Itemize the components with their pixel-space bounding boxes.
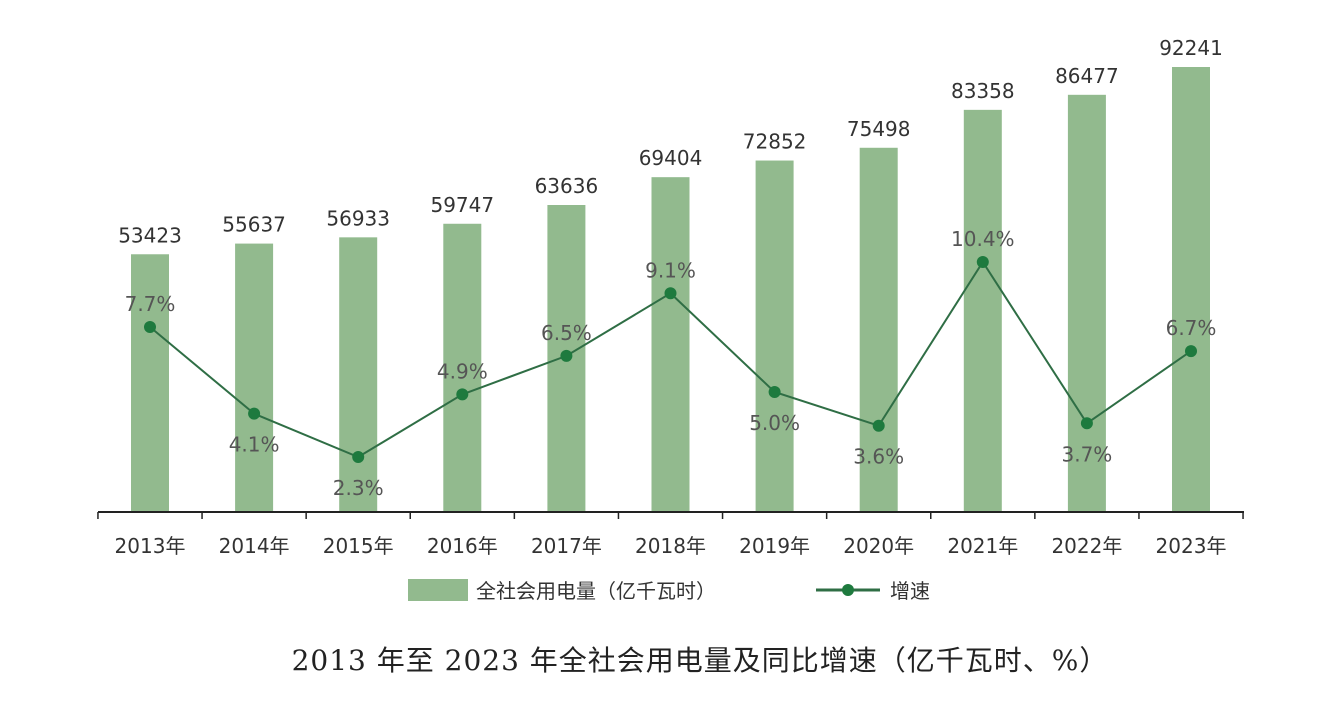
bar-value-label: 75498: [847, 117, 911, 141]
rate-value-label: 7.7%: [125, 292, 176, 316]
rate-point: [976, 256, 989, 268]
rate-point: [664, 287, 677, 300]
rate-value-label: 5.0%: [749, 411, 800, 435]
legend-line-label: 增速: [890, 579, 930, 603]
rate-point: [768, 386, 781, 398]
bar: [131, 254, 169, 512]
x-tick-label: 2015年: [323, 534, 394, 558]
rate-point: [352, 451, 365, 463]
rate-value-label: 3.7%: [1061, 442, 1112, 466]
rate-value-label: 4.1%: [229, 433, 280, 457]
legend-bar-label: 全社会用电量（亿千瓦时）: [476, 579, 716, 603]
bar-value-label: 53423: [118, 223, 182, 247]
rate-value-label: 3.6%: [853, 445, 904, 469]
x-tick-label: 2022年: [1051, 534, 1122, 558]
rate-point: [1185, 345, 1197, 358]
bar: [1172, 67, 1210, 512]
x-tick-label: 2020年: [843, 534, 914, 558]
bar-value-label: 56933: [326, 206, 390, 230]
rate-value-label: 9.1%: [645, 258, 696, 282]
x-tick-label: 2016年: [427, 534, 498, 558]
bar: [443, 223, 482, 512]
bar-value-label: 72852: [743, 130, 807, 154]
rate-value-label: 4.9%: [437, 359, 488, 383]
rate-point: [1080, 417, 1093, 430]
bar-value-label: 69404: [639, 146, 703, 170]
x-tick-label: 2018年: [635, 534, 706, 558]
bar: [235, 243, 274, 513]
bar-value-label: 63636: [535, 174, 599, 198]
rate-value-label: 2.3%: [333, 476, 384, 500]
x-tick-label: 2017年: [531, 534, 602, 558]
rate-line-group: [144, 256, 1197, 463]
bar: [755, 160, 794, 512]
bar: [963, 109, 1002, 512]
chart-title: 2013 年至 2023 年全社会用电量及同比增速（亿千瓦时、%）: [292, 644, 1109, 677]
rate-point: [456, 388, 469, 401]
x-tick-label: 2013年: [115, 534, 186, 558]
bar: [339, 237, 378, 513]
bar: [651, 177, 690, 512]
rate-point: [248, 407, 261, 420]
rate-value-label: 10.4%: [951, 227, 1015, 251]
bar-value-label: 55637: [222, 213, 286, 237]
bar-value-label: 86477: [1055, 64, 1119, 88]
x-axis: 2013年 2014年 2015年 2016年 2017年 2018年 2019年 2020年…: [97, 511, 1244, 558]
bar: [859, 147, 898, 513]
legend-bar-swatch: [408, 579, 468, 601]
rate-value-label: 6.5%: [541, 321, 592, 345]
rate-point: [560, 349, 573, 362]
rate-point: [144, 321, 156, 333]
rate-point: [872, 419, 885, 432]
bar: [1067, 94, 1106, 512]
x-tick-label: 2014年: [219, 534, 290, 558]
legend: 全社会用电量（亿千瓦时） 增速: [408, 579, 930, 603]
bar-value-label: 92241: [1159, 36, 1223, 60]
bar-value-label: 83358: [951, 79, 1015, 103]
legend-line-marker: [842, 584, 854, 596]
x-tick-label: 2021年: [947, 534, 1018, 558]
bar-value-label: 59747: [430, 193, 494, 217]
x-tick-label: 2023年: [1156, 534, 1227, 558]
x-tick-label: 2019年: [739, 534, 810, 558]
rate-value-label: 6.7%: [1166, 316, 1217, 340]
labels-group: 53423 55637 56933 59747 63636 69404 72852 75498…: [118, 36, 1223, 500]
